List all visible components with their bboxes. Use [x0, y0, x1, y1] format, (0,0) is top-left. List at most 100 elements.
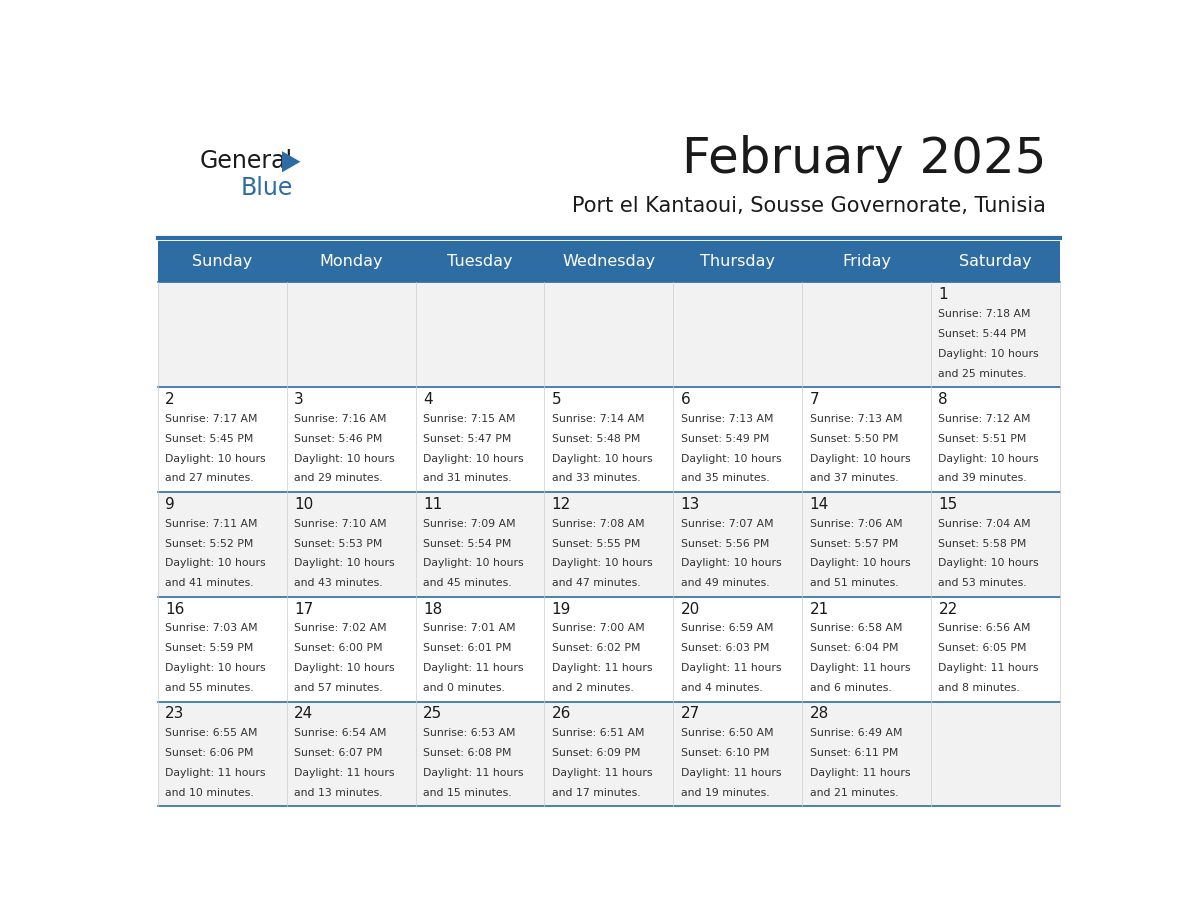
Text: and 49 minutes.: and 49 minutes. [681, 578, 770, 588]
Text: Sunset: 6:05 PM: Sunset: 6:05 PM [939, 644, 1026, 654]
Bar [544, 597, 674, 701]
Text: Sunset: 5:56 PM: Sunset: 5:56 PM [681, 539, 769, 549]
Bar [286, 492, 416, 597]
Text: Daylight: 10 hours: Daylight: 10 hours [551, 558, 652, 568]
Text: 13: 13 [681, 497, 700, 511]
Text: Sunset: 6:01 PM: Sunset: 6:01 PM [423, 644, 511, 654]
Text: and 37 minutes.: and 37 minutes. [809, 474, 898, 484]
Text: and 33 minutes.: and 33 minutes. [551, 474, 640, 484]
Text: Sunset: 5:50 PM: Sunset: 5:50 PM [809, 433, 898, 443]
Text: Sunrise: 7:13 AM: Sunrise: 7:13 AM [681, 414, 773, 424]
Text: Sunrise: 6:51 AM: Sunrise: 6:51 AM [551, 728, 644, 738]
Text: Daylight: 11 hours: Daylight: 11 hours [423, 664, 524, 674]
Text: Sunrise: 7:07 AM: Sunrise: 7:07 AM [681, 519, 773, 529]
Bar [416, 492, 544, 597]
Text: Sunrise: 7:04 AM: Sunrise: 7:04 AM [939, 519, 1031, 529]
Text: 8: 8 [939, 392, 948, 407]
Text: Daylight: 10 hours: Daylight: 10 hours [293, 664, 394, 674]
Text: and 31 minutes.: and 31 minutes. [423, 474, 512, 484]
Bar [416, 701, 544, 806]
Text: Sunrise: 7:13 AM: Sunrise: 7:13 AM [809, 414, 902, 424]
Text: and 55 minutes.: and 55 minutes. [165, 683, 254, 693]
Text: 27: 27 [681, 707, 700, 722]
Text: Daylight: 11 hours: Daylight: 11 hours [551, 768, 652, 778]
Text: Daylight: 10 hours: Daylight: 10 hours [165, 558, 266, 568]
Text: Daylight: 10 hours: Daylight: 10 hours [423, 453, 524, 464]
Bar [544, 386, 674, 492]
Text: Daylight: 11 hours: Daylight: 11 hours [551, 664, 652, 674]
Text: Daylight: 10 hours: Daylight: 10 hours [165, 453, 266, 464]
Text: 26: 26 [551, 707, 571, 722]
Bar [416, 386, 544, 492]
Text: and 35 minutes.: and 35 minutes. [681, 474, 770, 484]
Text: Daylight: 10 hours: Daylight: 10 hours [939, 558, 1040, 568]
Bar [931, 386, 1060, 492]
Text: Sunset: 5:55 PM: Sunset: 5:55 PM [551, 539, 640, 549]
Text: Sunset: 6:04 PM: Sunset: 6:04 PM [809, 644, 898, 654]
Text: Daylight: 11 hours: Daylight: 11 hours [681, 768, 782, 778]
Text: Daylight: 10 hours: Daylight: 10 hours [293, 558, 394, 568]
Text: Sunrise: 7:09 AM: Sunrise: 7:09 AM [423, 519, 516, 529]
Text: 17: 17 [293, 601, 314, 617]
Text: Daylight: 10 hours: Daylight: 10 hours [293, 453, 394, 464]
Text: Sunrise: 7:01 AM: Sunrise: 7:01 AM [423, 623, 516, 633]
Text: Sunset: 5:46 PM: Sunset: 5:46 PM [293, 433, 383, 443]
Text: Sunset: 5:48 PM: Sunset: 5:48 PM [551, 433, 640, 443]
Text: and 6 minutes.: and 6 minutes. [809, 683, 891, 693]
Text: and 13 minutes.: and 13 minutes. [293, 789, 383, 798]
Text: Sunrise: 7:06 AM: Sunrise: 7:06 AM [809, 519, 902, 529]
Text: 2: 2 [165, 392, 175, 407]
Text: Sunset: 6:09 PM: Sunset: 6:09 PM [551, 748, 640, 758]
Text: and 47 minutes.: and 47 minutes. [551, 578, 640, 588]
Text: Daylight: 10 hours: Daylight: 10 hours [809, 453, 910, 464]
Text: 23: 23 [165, 707, 184, 722]
Text: Sunset: 5:44 PM: Sunset: 5:44 PM [939, 329, 1026, 339]
Text: 16: 16 [165, 601, 184, 617]
Text: Sunset: 6:03 PM: Sunset: 6:03 PM [681, 644, 769, 654]
Text: 15: 15 [939, 497, 958, 511]
Text: Daylight: 10 hours: Daylight: 10 hours [165, 664, 266, 674]
Text: Sunrise: 7:15 AM: Sunrise: 7:15 AM [423, 414, 516, 424]
Text: 21: 21 [809, 601, 829, 617]
Text: Daylight: 11 hours: Daylight: 11 hours [809, 768, 910, 778]
Text: and 10 minutes.: and 10 minutes. [165, 789, 254, 798]
Bar [158, 492, 286, 597]
Text: Monday: Monday [320, 254, 383, 269]
Text: and 45 minutes.: and 45 minutes. [423, 578, 512, 588]
Text: 4: 4 [423, 392, 432, 407]
Text: Daylight: 10 hours: Daylight: 10 hours [551, 453, 652, 464]
Bar [931, 597, 1060, 701]
Text: Sunset: 5:52 PM: Sunset: 5:52 PM [165, 539, 253, 549]
Text: General: General [200, 149, 292, 173]
Text: 28: 28 [809, 707, 829, 722]
Text: and 41 minutes.: and 41 minutes. [165, 578, 254, 588]
Text: 5: 5 [551, 392, 562, 407]
Bar [802, 386, 931, 492]
Bar [802, 282, 931, 386]
Text: Daylight: 10 hours: Daylight: 10 hours [423, 558, 524, 568]
Bar [674, 282, 802, 386]
Text: Sunrise: 6:56 AM: Sunrise: 6:56 AM [939, 623, 1031, 633]
Text: Sunrise: 6:53 AM: Sunrise: 6:53 AM [423, 728, 516, 738]
Bar [286, 386, 416, 492]
Text: Sunset: 6:00 PM: Sunset: 6:00 PM [293, 644, 383, 654]
Text: 25: 25 [423, 707, 442, 722]
Bar [158, 282, 286, 386]
Text: Sunrise: 7:17 AM: Sunrise: 7:17 AM [165, 414, 258, 424]
Text: and 2 minutes.: and 2 minutes. [551, 683, 633, 693]
Bar [802, 492, 931, 597]
Text: 7: 7 [809, 392, 820, 407]
Bar [931, 282, 1060, 386]
Text: Daylight: 10 hours: Daylight: 10 hours [681, 453, 782, 464]
Text: Sunset: 5:45 PM: Sunset: 5:45 PM [165, 433, 253, 443]
Text: and 21 minutes.: and 21 minutes. [809, 789, 898, 798]
Text: and 0 minutes.: and 0 minutes. [423, 683, 505, 693]
Bar [802, 701, 931, 806]
Bar [158, 701, 286, 806]
Text: February 2025: February 2025 [682, 135, 1047, 183]
Bar [674, 386, 802, 492]
Text: Friday: Friday [842, 254, 891, 269]
Text: and 4 minutes.: and 4 minutes. [681, 683, 763, 693]
Text: Sunset: 5:54 PM: Sunset: 5:54 PM [423, 539, 511, 549]
Text: Daylight: 11 hours: Daylight: 11 hours [809, 664, 910, 674]
